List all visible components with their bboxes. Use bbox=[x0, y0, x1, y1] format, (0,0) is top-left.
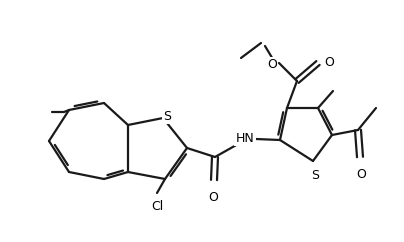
Text: O: O bbox=[267, 59, 277, 71]
Text: HN: HN bbox=[236, 131, 255, 144]
Text: O: O bbox=[324, 55, 334, 68]
Text: O: O bbox=[208, 191, 218, 204]
Text: S: S bbox=[163, 109, 171, 122]
Text: Cl: Cl bbox=[151, 200, 163, 213]
Text: O: O bbox=[356, 168, 366, 181]
Text: S: S bbox=[311, 169, 319, 182]
